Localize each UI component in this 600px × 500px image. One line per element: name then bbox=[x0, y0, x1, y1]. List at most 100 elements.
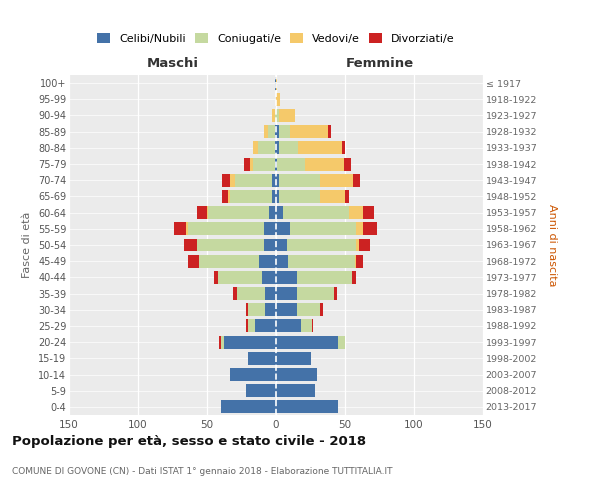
Bar bbox=[276, 238, 287, 252]
Bar bbox=[275, 142, 276, 154]
Bar bbox=[263, 125, 268, 138]
Bar bbox=[184, 238, 197, 252]
Bar bbox=[334, 287, 337, 300]
Bar bbox=[245, 320, 248, 332]
Bar bbox=[248, 320, 256, 332]
Bar bbox=[320, 174, 353, 186]
Bar bbox=[265, 304, 276, 316]
Bar bbox=[352, 271, 356, 284]
Bar bbox=[275, 158, 276, 170]
Bar bbox=[235, 174, 272, 186]
Bar bbox=[253, 158, 275, 170]
Bar bbox=[276, 109, 279, 122]
Bar bbox=[279, 142, 298, 154]
Bar bbox=[262, 271, 276, 284]
Bar bbox=[277, 158, 305, 170]
Bar bbox=[349, 206, 363, 219]
Bar bbox=[312, 320, 313, 332]
Bar bbox=[253, 142, 258, 154]
Bar bbox=[296, 304, 320, 316]
Bar bbox=[265, 287, 276, 300]
Bar bbox=[296, 287, 334, 300]
Bar bbox=[258, 142, 275, 154]
Bar bbox=[199, 254, 259, 268]
Bar bbox=[276, 174, 279, 186]
Text: Maschi: Maschi bbox=[146, 57, 199, 70]
Bar bbox=[287, 238, 356, 252]
Bar bbox=[276, 190, 279, 203]
Bar bbox=[269, 206, 276, 219]
Bar bbox=[228, 190, 230, 203]
Bar bbox=[248, 304, 265, 316]
Bar bbox=[272, 174, 276, 186]
Bar bbox=[197, 238, 263, 252]
Bar bbox=[363, 222, 377, 235]
Bar bbox=[276, 336, 338, 348]
Bar bbox=[356, 238, 359, 252]
Bar bbox=[353, 174, 360, 186]
Bar bbox=[279, 190, 320, 203]
Bar bbox=[275, 125, 276, 138]
Bar bbox=[259, 254, 276, 268]
Bar bbox=[268, 125, 275, 138]
Bar bbox=[275, 109, 276, 122]
Bar bbox=[301, 320, 312, 332]
Bar bbox=[276, 304, 296, 316]
Bar bbox=[279, 109, 295, 122]
Bar bbox=[245, 384, 276, 397]
Bar bbox=[233, 287, 238, 300]
Bar bbox=[289, 254, 355, 268]
Bar bbox=[208, 206, 269, 219]
Bar bbox=[276, 271, 296, 284]
Bar bbox=[338, 336, 345, 348]
Text: Popolazione per età, sesso e stato civile - 2018: Popolazione per età, sesso e stato civil… bbox=[12, 435, 366, 448]
Bar bbox=[276, 158, 277, 170]
Bar bbox=[275, 76, 276, 90]
Bar bbox=[276, 93, 280, 106]
Bar bbox=[276, 384, 314, 397]
Bar bbox=[279, 174, 320, 186]
Bar bbox=[328, 125, 331, 138]
Bar bbox=[187, 222, 188, 235]
Y-axis label: Anni di nascita: Anni di nascita bbox=[547, 204, 557, 286]
Text: Femmine: Femmine bbox=[346, 57, 413, 70]
Bar bbox=[207, 206, 208, 219]
Bar bbox=[197, 206, 207, 219]
Bar bbox=[250, 158, 253, 170]
Text: COMUNE DI GOVONE (CN) - Dati ISTAT 1° gennaio 2018 - Elaborazione TUTTITALIA.IT: COMUNE DI GOVONE (CN) - Dati ISTAT 1° ge… bbox=[12, 468, 392, 476]
Bar bbox=[276, 76, 277, 90]
Bar bbox=[356, 222, 363, 235]
Bar bbox=[272, 109, 275, 122]
Bar bbox=[244, 158, 250, 170]
Bar bbox=[276, 400, 338, 413]
Bar bbox=[221, 400, 276, 413]
Bar bbox=[174, 222, 187, 235]
Bar bbox=[276, 254, 289, 268]
Bar bbox=[296, 271, 352, 284]
Bar bbox=[238, 287, 265, 300]
Bar bbox=[188, 254, 199, 268]
Bar bbox=[283, 206, 349, 219]
Bar bbox=[276, 287, 296, 300]
Bar bbox=[290, 125, 328, 138]
Bar bbox=[222, 190, 228, 203]
Bar bbox=[290, 222, 356, 235]
Bar bbox=[230, 174, 235, 186]
Bar bbox=[256, 320, 276, 332]
Bar bbox=[276, 222, 290, 235]
Bar bbox=[218, 271, 262, 284]
Bar bbox=[279, 125, 290, 138]
Bar bbox=[363, 206, 374, 219]
Bar bbox=[263, 222, 276, 235]
Bar bbox=[276, 142, 279, 154]
Bar bbox=[305, 158, 344, 170]
Bar bbox=[230, 190, 272, 203]
Bar bbox=[345, 190, 349, 203]
Bar bbox=[355, 254, 356, 268]
Bar bbox=[222, 174, 230, 186]
Bar bbox=[272, 190, 276, 203]
Y-axis label: Fasce di età: Fasce di età bbox=[22, 212, 32, 278]
Bar bbox=[342, 142, 345, 154]
Bar bbox=[320, 304, 323, 316]
Bar bbox=[248, 352, 276, 365]
